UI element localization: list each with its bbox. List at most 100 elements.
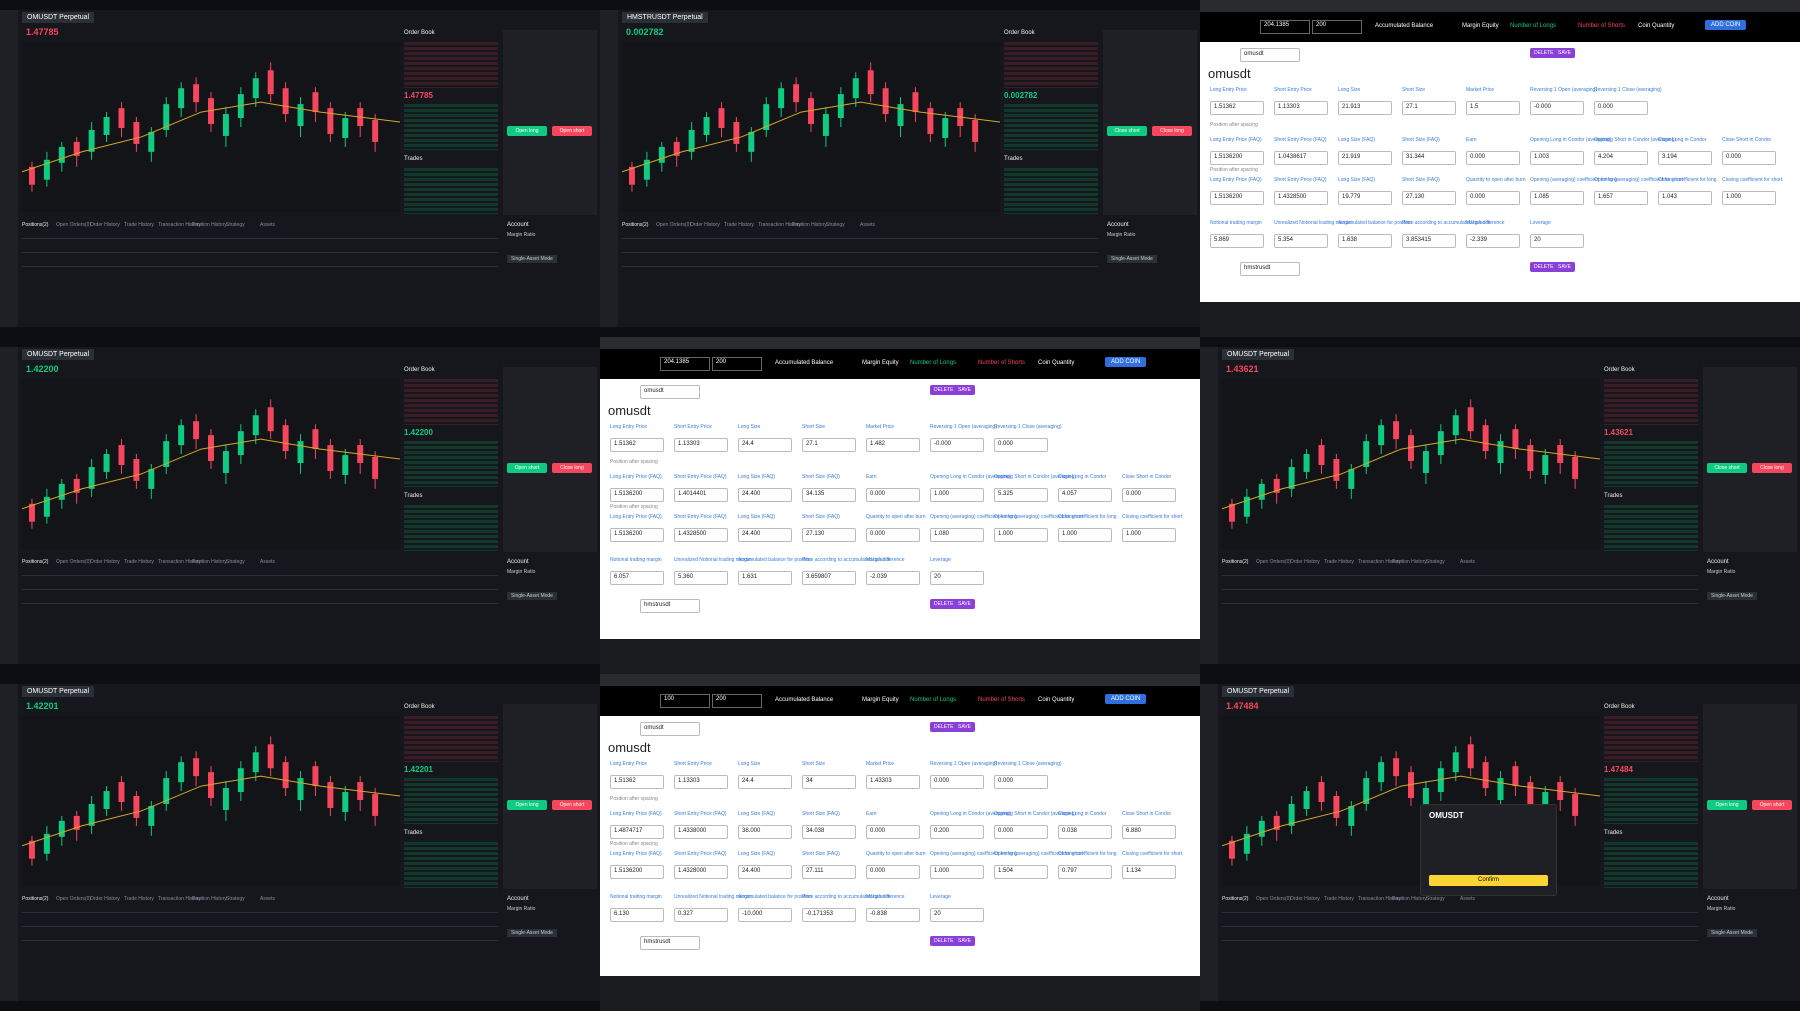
order-button[interactable]: Open short bbox=[552, 800, 592, 810]
position-tab[interactable]: Positions(2) bbox=[1222, 559, 1249, 565]
position-tab[interactable]: Trade History bbox=[124, 896, 154, 902]
field-label: Accumulated balance for position bbox=[738, 894, 812, 900]
field-label: Price according to accumulated balance bbox=[802, 557, 891, 563]
order-button[interactable]: Close short bbox=[1107, 126, 1147, 136]
position-tab[interactable]: Positions(2) bbox=[22, 222, 49, 228]
position-tab[interactable]: Transaction History bbox=[1358, 559, 1401, 565]
order-button[interactable]: Open long bbox=[507, 126, 547, 136]
position-tab[interactable]: Positions(2) bbox=[22, 896, 49, 902]
position-tab[interactable]: Positions(2) bbox=[1222, 896, 1249, 902]
position-tab[interactable]: Trade History bbox=[1324, 559, 1354, 565]
position-tab[interactable]: Open Orders(0) bbox=[656, 222, 692, 228]
position-tab[interactable]: Strategy bbox=[1426, 559, 1445, 565]
position-tab[interactable]: Assets bbox=[1460, 559, 1476, 565]
position-tab[interactable]: Open Orders(0) bbox=[56, 222, 92, 228]
order-button[interactable]: Open short bbox=[1752, 800, 1792, 810]
position-tab[interactable]: Assets bbox=[260, 896, 276, 902]
position-tab[interactable]: Strategy bbox=[226, 222, 245, 228]
summary-label: Number of Shorts bbox=[978, 360, 1026, 366]
order-button[interactable]: Close long bbox=[1752, 463, 1792, 473]
position-tab[interactable]: Strategy bbox=[226, 896, 245, 902]
delete-button[interactable]: DELETE bbox=[930, 385, 958, 395]
add-coin-button[interactable]: ADD COIN bbox=[1105, 357, 1147, 367]
position-tab[interactable]: Position History bbox=[792, 222, 827, 228]
position-tab[interactable]: Open Orders(0) bbox=[1256, 896, 1292, 902]
confirm-button[interactable]: Confirm bbox=[1429, 875, 1548, 886]
spacing-label: Position after spacing bbox=[610, 841, 658, 847]
position-tab[interactable]: Order History bbox=[1290, 559, 1320, 565]
field-value: 1.5136200 bbox=[1210, 151, 1264, 165]
order-button[interactable]: Open long bbox=[1707, 800, 1747, 810]
field-value: 0.000 bbox=[866, 865, 920, 879]
save-button[interactable]: SAVE bbox=[954, 599, 975, 609]
field-label: Margin difference bbox=[1466, 220, 1505, 226]
delete-button[interactable]: DELETE bbox=[930, 599, 958, 609]
position-tab[interactable]: Trade History bbox=[1324, 896, 1354, 902]
screenshot-panel: OMUSDT Perpetual 1.47484 Order Book 1.47484… bbox=[1200, 674, 1800, 1011]
order-button[interactable]: Close short bbox=[1707, 463, 1747, 473]
position-tab[interactable]: Position History bbox=[192, 559, 227, 565]
symbol-tab: OMUSDT Perpetual bbox=[22, 686, 95, 697]
save-button[interactable]: SAVE bbox=[954, 936, 975, 946]
delete-button[interactable]: DELETE bbox=[930, 936, 958, 946]
field-label: Opening (averaging) coefficient for shor… bbox=[1594, 177, 1684, 183]
position-tab[interactable]: Strategy bbox=[826, 222, 845, 228]
position-tab[interactable]: Order History bbox=[90, 559, 120, 565]
add-coin-button[interactable]: ADD COIN bbox=[1105, 694, 1147, 704]
position-tab[interactable]: Strategy bbox=[226, 559, 245, 565]
position-tab[interactable]: Assets bbox=[1460, 896, 1476, 902]
position-tab[interactable]: Open Orders(0) bbox=[1256, 559, 1292, 565]
position-tab[interactable]: Trade History bbox=[724, 222, 754, 228]
position-tab[interactable]: Transaction History bbox=[158, 896, 201, 902]
position-tab[interactable]: Trade History bbox=[124, 222, 154, 228]
delete-button[interactable]: DELETE bbox=[1530, 48, 1558, 58]
position-tab[interactable]: Positions(2) bbox=[22, 559, 49, 565]
field-label: Long Entry Price (FAQ) bbox=[1210, 177, 1262, 183]
account-title: Account bbox=[507, 896, 529, 902]
position-tab[interactable]: Transaction History bbox=[158, 222, 201, 228]
position-tab[interactable]: Transaction History bbox=[1358, 896, 1401, 902]
save-button[interactable]: SAVE bbox=[1554, 48, 1575, 58]
save-button[interactable]: SAVE bbox=[954, 722, 975, 732]
order-button[interactable]: Open long bbox=[507, 800, 547, 810]
add-coin-button[interactable]: ADD COIN bbox=[1705, 20, 1747, 30]
browser-bar bbox=[1200, 674, 1800, 684]
trades-list bbox=[404, 840, 498, 888]
position-tab[interactable]: Order History bbox=[90, 896, 120, 902]
position-tab[interactable]: Open Orders(0) bbox=[56, 559, 92, 565]
save-button[interactable]: SAVE bbox=[954, 385, 975, 395]
save-button[interactable]: SAVE bbox=[1554, 262, 1575, 272]
field-label: Long Size bbox=[738, 761, 761, 767]
trades-title: Trades bbox=[1604, 493, 1623, 499]
toolbar bbox=[1200, 347, 1218, 664]
position-tab[interactable]: Trade History bbox=[124, 559, 154, 565]
position-tab[interactable]: Strategy bbox=[1426, 896, 1445, 902]
position-tab[interactable]: Transaction History bbox=[758, 222, 801, 228]
position-tab[interactable]: Positions(2) bbox=[622, 222, 649, 228]
position-tab[interactable]: Assets bbox=[260, 222, 276, 228]
delete-button[interactable]: DELETE bbox=[930, 722, 958, 732]
margin-ratio: Margin Ratio bbox=[1107, 232, 1136, 238]
position-tab[interactable]: Transaction History bbox=[158, 559, 201, 565]
position-tab[interactable]: Position History bbox=[1392, 559, 1427, 565]
position-tab[interactable]: Order History bbox=[90, 222, 120, 228]
position-tab[interactable]: Position History bbox=[192, 222, 227, 228]
position-tab[interactable]: Order History bbox=[1290, 896, 1320, 902]
field-label: Notional trading margin bbox=[610, 894, 662, 900]
order-button[interactable]: Close long bbox=[1152, 126, 1192, 136]
calculator-body: omusdt DELETE SAVE omusdt Long Entry Price 1.… bbox=[1200, 42, 1800, 302]
position-tab[interactable]: Assets bbox=[260, 559, 276, 565]
position-tab[interactable]: Order History bbox=[690, 222, 720, 228]
field-label: Opening Long in Condor (averaging) bbox=[1530, 137, 1612, 143]
field-value: -10.000 bbox=[738, 908, 792, 922]
position-tab[interactable]: Position History bbox=[192, 896, 227, 902]
single-asset: Single-Asset Mode bbox=[1107, 255, 1157, 263]
order-button[interactable]: Open short bbox=[552, 126, 592, 136]
position-tab[interactable]: Open Orders(0) bbox=[56, 896, 92, 902]
order-button[interactable]: Open short bbox=[507, 463, 547, 473]
field-label: Long Size (FAQ) bbox=[1338, 177, 1375, 183]
position-tab[interactable]: Position History bbox=[1392, 896, 1427, 902]
position-tab[interactable]: Assets bbox=[860, 222, 876, 228]
order-button[interactable]: Close long bbox=[552, 463, 592, 473]
delete-button[interactable]: DELETE bbox=[1530, 262, 1558, 272]
